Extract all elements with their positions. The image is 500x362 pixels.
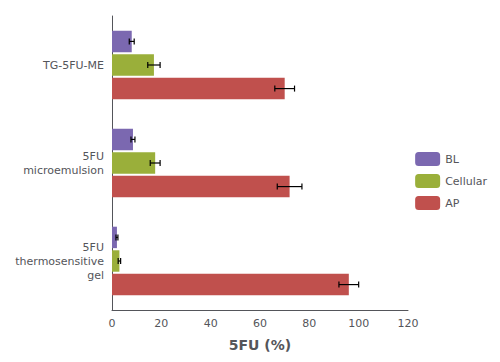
svg-text:BL: BL [445, 153, 460, 166]
svg-text:thermosensitive: thermosensitive [15, 255, 104, 268]
svg-text:120: 120 [398, 317, 419, 330]
svg-text:20: 20 [154, 317, 168, 330]
svg-text:0: 0 [109, 317, 116, 330]
svg-text:Cellular: Cellular [445, 175, 487, 188]
svg-text:80: 80 [302, 317, 316, 330]
svg-text:gel: gel [87, 269, 104, 282]
svg-text:100: 100 [348, 317, 369, 330]
svg-text:5FU (%): 5FU (%) [229, 337, 291, 353]
svg-text:40: 40 [204, 317, 218, 330]
svg-text:60: 60 [253, 317, 267, 330]
svg-text:5FU: 5FU [83, 241, 104, 254]
svg-text:AP: AP [445, 197, 460, 210]
svg-text:microemulsion: microemulsion [23, 164, 104, 177]
svg-text:5FU: 5FU [83, 150, 104, 163]
svg-text:TG-5FU-ME: TG-5FU-ME [42, 59, 104, 72]
